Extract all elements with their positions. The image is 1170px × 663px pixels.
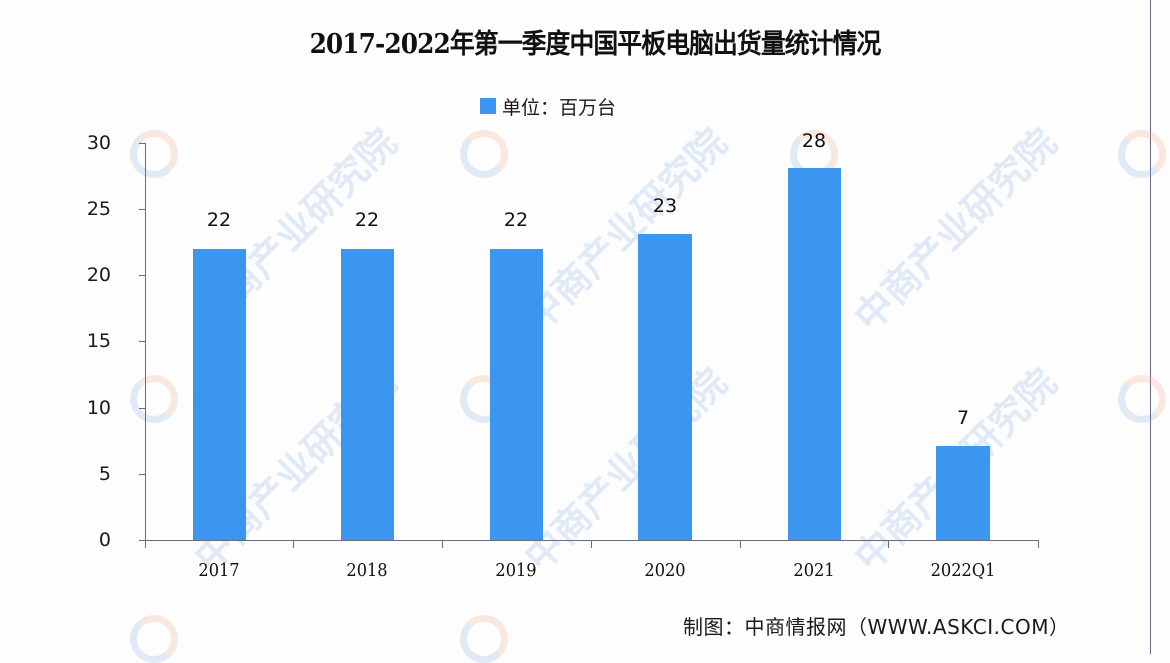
chart-frame: 中商产业研究院 中商产业研究院 中商产业研究院 中商产业研究院 中商产业研究院 … xyxy=(86,0,1166,663)
legend-label: 单位：百万台 xyxy=(502,96,617,119)
x-category-label: 2019 xyxy=(495,560,537,581)
source-credit: 制图：中商情报网（WWW.ASKCI.COM） xyxy=(683,615,1070,639)
x-tick xyxy=(591,540,592,548)
bar-value-label: 7 xyxy=(956,407,970,429)
x-tick xyxy=(740,540,741,548)
bar-value-label: 22 xyxy=(206,209,232,231)
x-category-label: 2021 xyxy=(793,560,835,581)
bar-value-label: 23 xyxy=(652,195,678,217)
x-tick xyxy=(442,540,443,548)
y-tick xyxy=(139,143,145,144)
y-tick xyxy=(139,275,145,276)
x-axis xyxy=(145,540,1039,541)
y-tick-label: 25 xyxy=(86,198,111,220)
y-tick-label: 15 xyxy=(86,330,111,352)
plot-area: 0 5 10 15 20 25 30 22 2017 22 2018 22 20… xyxy=(86,130,1039,581)
y-tick xyxy=(139,341,145,342)
y-tick xyxy=(139,209,145,210)
bar-2017 xyxy=(193,249,246,540)
bar-2022q1 xyxy=(936,446,990,540)
y-tick xyxy=(139,474,145,475)
y-tick-label: 20 xyxy=(86,264,111,286)
x-tick xyxy=(888,540,889,548)
x-tick xyxy=(1038,540,1039,548)
y-tick-label: 5 xyxy=(98,463,111,485)
bar-2019 xyxy=(490,249,543,540)
legend: 单位：百万台 xyxy=(480,91,616,121)
x-category-label: 2020 xyxy=(644,560,686,581)
y-tick xyxy=(139,540,145,541)
bar-2018 xyxy=(341,249,394,540)
y-tick-label: 30 xyxy=(86,132,111,154)
bar-value-label: 22 xyxy=(503,209,529,231)
y-tick xyxy=(139,408,145,409)
x-tick xyxy=(145,540,146,548)
y-tick-label: 10 xyxy=(86,397,111,419)
bar-2020 xyxy=(638,234,692,540)
x-category-label: 2018 xyxy=(346,560,388,581)
x-tick xyxy=(293,540,294,548)
bar-value-label: 28 xyxy=(801,130,827,152)
chart-title: 2017-2022年第一季度中国平板电脑出货量统计情况 xyxy=(309,29,882,60)
x-category-label: 2017 xyxy=(198,560,240,581)
legend-swatch-icon xyxy=(480,98,496,114)
y-tick-label: 0 xyxy=(98,529,111,551)
x-category-label: 2022Q1 xyxy=(930,560,996,581)
bar-2021 xyxy=(788,168,841,540)
y-axis xyxy=(145,143,146,548)
bar-value-label: 22 xyxy=(354,209,380,231)
